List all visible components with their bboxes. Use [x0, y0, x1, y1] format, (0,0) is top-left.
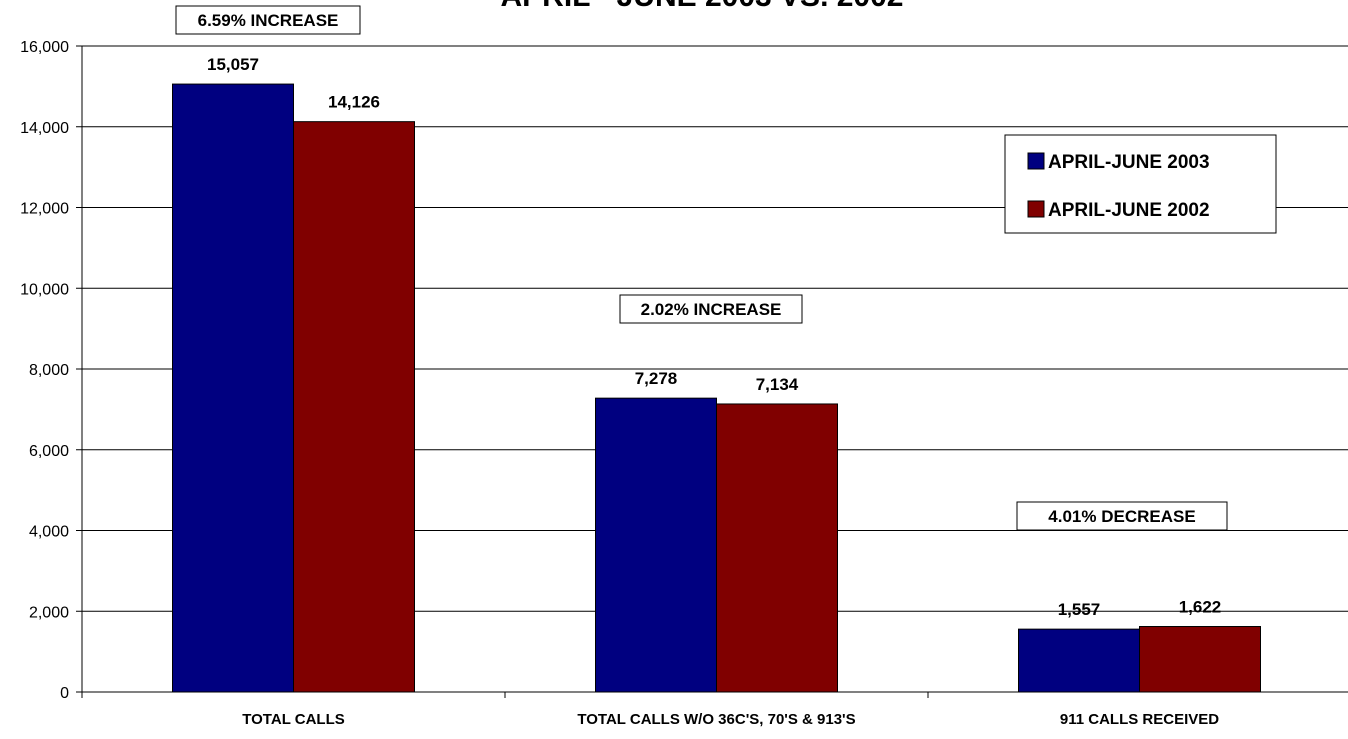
annotation-label: 4.01% DECREASE [1048, 507, 1195, 526]
y-tick-label: 16,000 [20, 39, 69, 56]
data-label: 15,057 [207, 55, 259, 74]
chart-title: APRIL - JUNE 2003 VS. 2002 [501, 0, 904, 13]
data-label: 7,134 [756, 375, 799, 394]
bar-series-b [1139, 626, 1261, 693]
x-category-label: 911 CALLS RECEIVED [1060, 711, 1219, 728]
data-label: 14,126 [328, 93, 380, 112]
y-tick-label: 6,000 [29, 443, 69, 460]
bar-series-a [595, 397, 717, 693]
legend-label: APRIL-JUNE 2003 [1048, 152, 1210, 173]
bar-series-b [293, 121, 415, 693]
legend-swatch [1027, 200, 1045, 218]
x-category-label: TOTAL CALLS W/O 36C'S, 70'S & 913'S [577, 711, 855, 728]
y-tick-label: 14,000 [20, 120, 69, 137]
annotation-label: 6.59% INCREASE [198, 11, 339, 30]
y-tick-label: 0 [60, 685, 69, 702]
y-tick-label: 10,000 [20, 281, 69, 298]
annotation-box [1016, 501, 1228, 531]
legend-box [1004, 134, 1277, 234]
annotation-box [619, 294, 803, 324]
y-tick-label: 4,000 [29, 524, 69, 541]
data-label: 1,557 [1058, 600, 1101, 619]
annotation-label: 2.02% INCREASE [641, 300, 782, 319]
x-category-label: TOTAL CALLS [242, 711, 345, 728]
y-tick-label: 2,000 [29, 604, 69, 621]
data-label: 1,622 [1179, 598, 1222, 617]
y-tick-label: 8,000 [29, 362, 69, 379]
annotation-box [175, 5, 361, 35]
data-label: 7,278 [635, 369, 678, 388]
bar-series-a [1018, 628, 1140, 693]
bar-series-b [716, 403, 838, 693]
legend-label: APRIL-JUNE 2002 [1048, 200, 1210, 221]
y-tick-label: 12,000 [20, 201, 69, 218]
bar-series-a [172, 83, 294, 693]
legend-swatch [1027, 152, 1045, 170]
